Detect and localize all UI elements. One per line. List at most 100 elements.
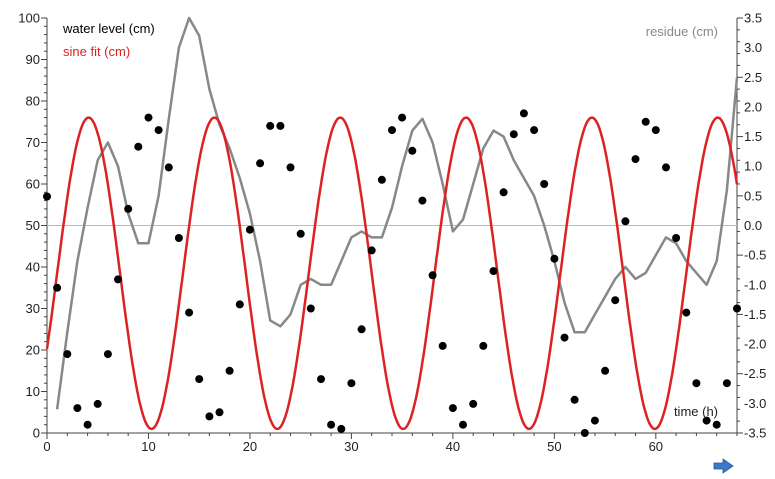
arrow-right-icon [713, 458, 734, 474]
water-level-point [93, 399, 102, 408]
right-tick-label: -3.5 [744, 426, 766, 441]
x-tick-label: 0 [43, 439, 50, 454]
water-level-point [388, 126, 396, 135]
right-tick-label: -3.0 [744, 396, 766, 411]
water-level-point [621, 217, 630, 226]
x-axis-label: time (h) [674, 404, 718, 419]
left-tick-label: 50 [26, 218, 40, 233]
right-tick-label: -1.5 [744, 307, 766, 322]
water-level-point [103, 350, 112, 359]
sine-fit-line [45, 116, 739, 431]
water-level-point [235, 300, 244, 309]
right-tick-label: 1.0 [744, 159, 762, 174]
sine-fit-series [45, 116, 739, 431]
water-level-point [438, 341, 447, 350]
water-level-point [631, 155, 640, 164]
water-level-point [296, 229, 305, 238]
x-tick-label: 30 [344, 439, 358, 454]
water-level-point [83, 420, 92, 429]
water-level-point [174, 234, 183, 242]
right-tick-label: -2.5 [744, 366, 766, 381]
right-tick-label: -1.0 [744, 277, 766, 292]
water-level-series [43, 109, 741, 437]
water-level-point [733, 304, 741, 313]
water-level-point [408, 146, 417, 155]
water-level-point [398, 113, 407, 122]
water-level-point [509, 130, 518, 139]
tick-labels: 0 10 20 30 40 50 60 0 10 20 30 40 50 60 70 80 90 100 -3.5 -… [18, 11, 766, 455]
water-level-point [672, 234, 681, 242]
left-tick-label: 70 [26, 135, 40, 150]
right-tick-label: 0.0 [744, 218, 762, 233]
water-level-point [580, 429, 589, 437]
water-level-point [225, 366, 234, 375]
water-level-point [256, 159, 265, 168]
water-level-point [377, 175, 386, 184]
water-level-point [641, 117, 650, 126]
right-tick-label: 2.0 [744, 99, 762, 114]
legend: water level (cm) sine fit (cm) residue (… [62, 21, 718, 419]
left-tick-label: 60 [26, 177, 40, 192]
right-tick-label: 0.5 [744, 188, 762, 203]
water-level-point [682, 308, 691, 317]
water-level-point [560, 333, 569, 342]
water-level-point [692, 379, 701, 388]
right-tick-label: 2.5 [744, 70, 762, 85]
water-level-point [347, 379, 356, 388]
water-level-point [306, 304, 315, 313]
water-level-point [164, 163, 173, 172]
water-level-point [530, 126, 539, 135]
water-level-point [63, 350, 72, 359]
water-level-point [702, 416, 711, 425]
water-level-point [570, 395, 579, 404]
water-level-point [73, 404, 82, 413]
water-level-point [590, 416, 599, 425]
x-tick-label: 50 [547, 439, 561, 454]
right-tick-label: 3.0 [744, 40, 762, 55]
water-level-point [215, 408, 224, 417]
water-level-point [662, 163, 670, 172]
water-level-point [479, 341, 488, 350]
left-tick-label: 0 [33, 426, 40, 441]
left-tick-label: 100 [18, 11, 40, 26]
water-level-point [337, 424, 346, 433]
left-tick-label: 40 [26, 260, 40, 275]
right-tick-label: -0.5 [744, 248, 766, 263]
water-level-point [499, 188, 508, 197]
left-tick-label: 20 [26, 343, 40, 358]
water-level-point [712, 420, 721, 429]
water-level-point [367, 246, 376, 255]
water-level-point [418, 196, 427, 205]
water-level-point [550, 254, 559, 263]
next-button[interactable] [712, 458, 736, 474]
water-level-point [722, 379, 731, 388]
water-level-point [469, 399, 478, 408]
x-tick-label: 10 [141, 439, 155, 454]
water-level-point [327, 420, 336, 429]
water-level-point [540, 180, 549, 188]
water-level-point [519, 109, 528, 118]
water-level-point [448, 404, 457, 413]
x-tick-label: 60 [649, 439, 663, 454]
left-tick-label: 10 [26, 384, 40, 399]
water-level-point [651, 126, 660, 135]
water-level-point [195, 375, 204, 384]
x-tick-label: 40 [446, 439, 460, 454]
water-level-point [245, 225, 254, 234]
x-tick-label: 20 [243, 439, 257, 454]
water-level-point [43, 192, 51, 201]
left-tick-label: 80 [26, 94, 40, 109]
water-level-point [124, 204, 133, 213]
right-tick-label: 3.5 [744, 11, 762, 26]
water-level-point [205, 412, 214, 421]
legend-residue: residue (cm) [646, 24, 718, 39]
water-level-point [459, 420, 467, 429]
water-level-point [489, 267, 498, 276]
water-level-point [317, 375, 325, 384]
water-level-point [144, 113, 153, 122]
water-level-point [276, 121, 285, 130]
water-level-point [357, 325, 366, 334]
right-tick-label: 1.5 [744, 129, 762, 144]
water-level-point [266, 121, 275, 130]
